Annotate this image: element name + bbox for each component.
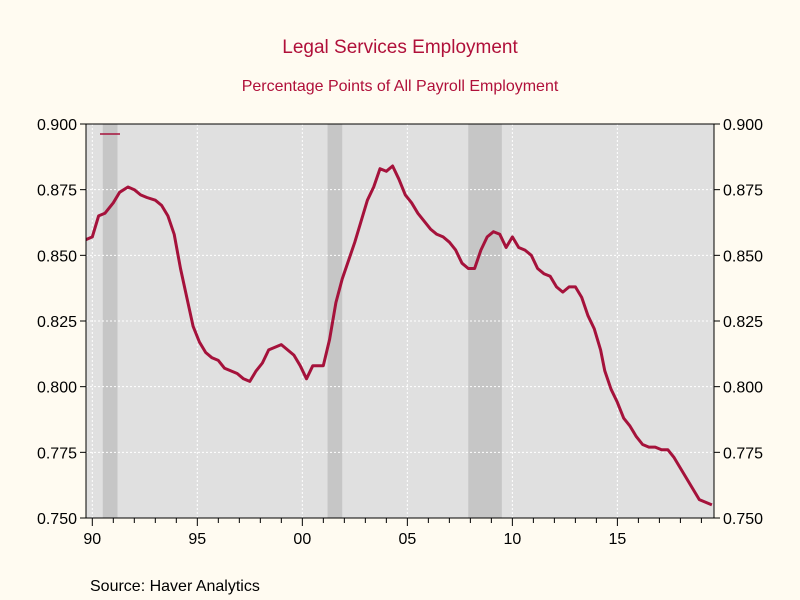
y-tick-label-right: 0.850 [723, 248, 763, 265]
x-tick-label: 95 [188, 531, 206, 548]
y-tick-label-left: 0.825 [37, 314, 77, 331]
x-tick-label: 15 [608, 531, 626, 548]
y-tick-label-left: 0.800 [37, 380, 77, 397]
y-tick-label-left: 0.900 [37, 117, 77, 134]
y-tick-label-right: 0.750 [723, 511, 763, 528]
chart-title: Legal Services Employment [282, 37, 518, 58]
y-tick-label-right: 0.900 [723, 117, 763, 134]
series-line [85, 164, 713, 507]
source-note: Source: Haver Analytics [90, 578, 260, 595]
y-tick-label-left: 0.875 [37, 183, 77, 200]
chart-subtitle: Percentage Points of All Payroll Employm… [241, 78, 559, 95]
y-tick-label-right: 0.875 [723, 183, 763, 200]
y-tick-label-left: 0.775 [37, 445, 77, 462]
y-tick-label-left: 0.750 [37, 511, 77, 528]
y-tick-label-left: 0.850 [37, 248, 77, 265]
y-tick-label-right: 0.775 [723, 445, 763, 462]
y-tick-label-right: 0.800 [723, 380, 763, 397]
recession-band [468, 124, 502, 518]
y-tick-label-right: 0.825 [723, 314, 763, 331]
x-tick-label: 10 [503, 531, 521, 548]
x-tick-label: 00 [293, 531, 311, 548]
x-tick-label: 05 [398, 531, 416, 548]
x-tick-label: 90 [83, 531, 101, 548]
